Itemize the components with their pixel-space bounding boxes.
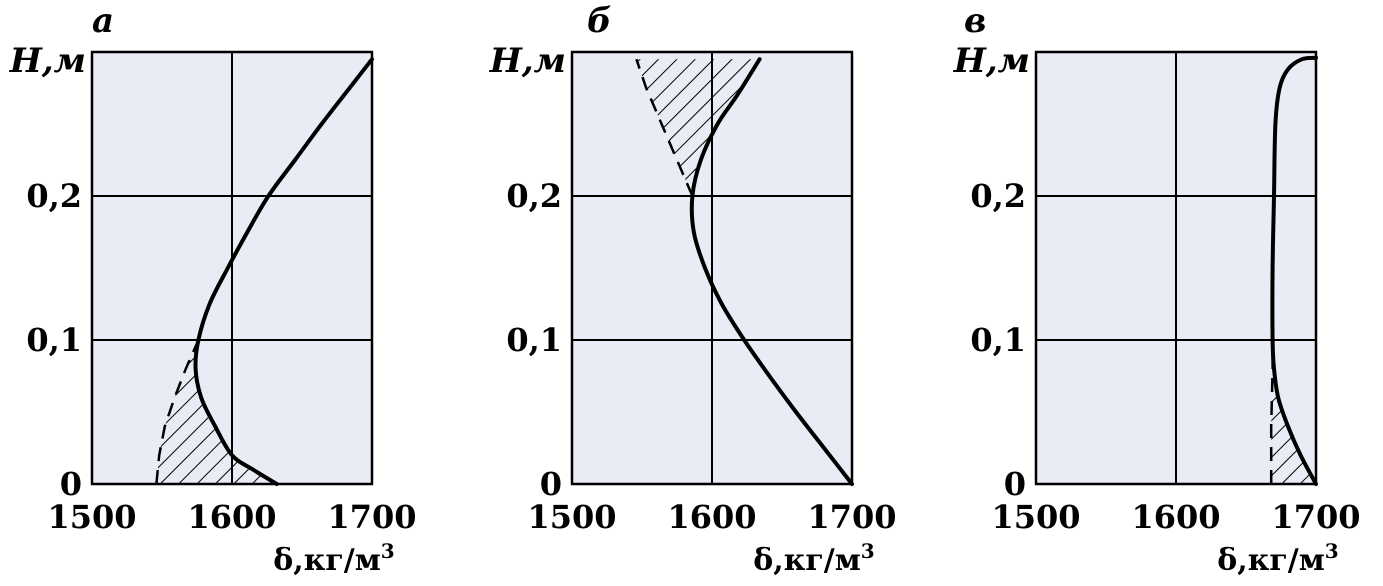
shaded-boundary-dashed [635,58,694,197]
x-tick-label: 1700 [1271,498,1360,536]
y-tick-label: 0 [60,465,82,503]
panel-label: б [587,1,612,41]
y-tick-label: 0,1 [506,321,562,359]
x-tick-label: 1500 [47,498,136,536]
series-line-1 [689,57,854,486]
y-tick-label: 0,2 [970,177,1026,215]
shaded-boundary-dashed [1269,340,1274,484]
plot-frame [90,50,374,486]
y-axis-label: H,м [489,41,566,81]
x-tick-label: 1600 [667,498,756,536]
x-tick-label: 1700 [327,498,416,536]
shaded-region [156,340,277,484]
x-axis-label: δ,кг/м3 [273,539,394,578]
plot-frame [1034,50,1318,486]
shaded-region [1271,340,1316,484]
x-tick-label: 1700 [807,498,896,536]
y-tick-label: 0,1 [970,321,1026,359]
chart-panel-3: 1500 1600 1700 0 0,1 0,2 H,м δ,кг/м3 в [953,1,1361,578]
y-tick-label: 0,1 [26,321,82,359]
series-line-1 [193,57,374,486]
y-tick-label: 0,2 [506,177,562,215]
y-axis-label: H,м [9,41,86,81]
shaded-boundary-dashed [155,339,200,485]
x-tick-label: 1500 [527,498,616,536]
chart-panel-2: 1500 1600 1700 0 0,1 0,2 H,м δ,кг/м3 б [489,1,897,578]
y-axis-label: H,м [953,41,1030,81]
panel-label: а [92,1,114,41]
x-axis-label: δ,кг/м3 [753,539,874,578]
x-tick-label: 1600 [187,498,276,536]
y-tick-label: 0 [540,465,562,503]
x-tick-label: 1500 [991,498,1080,536]
shaded-region [636,59,760,197]
chart-panel-1: 1500 1600 1700 0 0,1 0,2 H,м δ,кг/м3 а [9,1,417,578]
plot-frame [570,50,854,486]
x-axis-label: δ,кг/м3 [1217,539,1338,578]
x-tick-label: 1600 [1131,498,1220,536]
series-line-1 [1270,55,1318,486]
panel-label: в [964,1,986,41]
y-tick-label: 0,2 [26,177,82,215]
y-tick-label: 0 [1004,465,1026,503]
